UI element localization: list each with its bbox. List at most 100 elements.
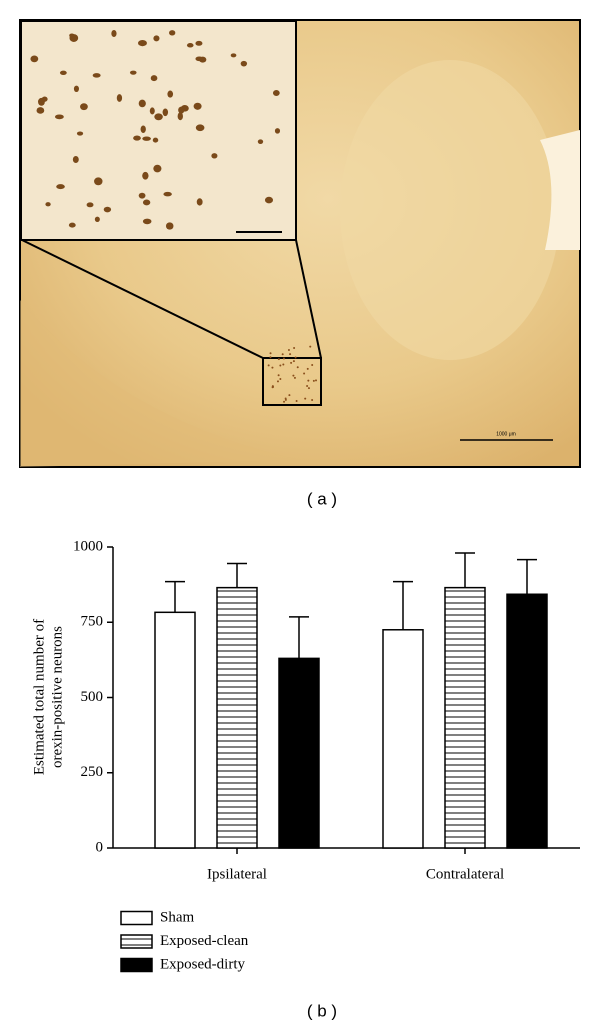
neuron — [195, 40, 203, 46]
neuron — [293, 347, 296, 350]
neuron — [289, 353, 292, 356]
neuron — [307, 387, 310, 390]
neuron — [282, 363, 285, 366]
neuron — [86, 202, 94, 208]
neuron — [288, 394, 291, 397]
neuron — [274, 128, 281, 134]
neuron — [142, 199, 151, 206]
neuron — [163, 191, 172, 197]
neuron — [36, 107, 45, 114]
zoom-line — [21, 239, 264, 359]
y-axis-label: Estimated total number of — [31, 619, 47, 775]
neuron — [30, 55, 39, 63]
neuron — [295, 399, 298, 402]
neuron — [290, 361, 293, 364]
neuron — [111, 30, 117, 37]
panel-label: ( b ) — [307, 1001, 337, 1020]
neuron — [269, 356, 272, 359]
neuron — [304, 397, 307, 400]
neuron — [153, 164, 162, 173]
neuron — [138, 99, 146, 108]
neuron — [279, 377, 282, 380]
neuron — [152, 137, 159, 143]
neuron — [68, 222, 76, 228]
micrograph: 1000 μm — [19, 19, 581, 468]
neuron — [153, 35, 160, 42]
neuron — [154, 113, 163, 121]
neuron — [94, 177, 103, 186]
neuron — [162, 108, 169, 117]
neuron — [312, 379, 315, 382]
x-tick-label: Contralateral — [426, 866, 504, 882]
zoom-box — [262, 357, 322, 406]
y-tick-label: 500 — [81, 689, 104, 705]
neuron — [138, 192, 146, 199]
panel-label: ( a ) — [307, 489, 337, 508]
neuron — [69, 34, 79, 42]
neuron — [315, 379, 318, 382]
zoom-line — [295, 239, 322, 359]
bar — [154, 611, 196, 849]
neuron — [45, 202, 51, 207]
neuron — [306, 367, 309, 370]
legend-label: Exposed-dirty — [160, 956, 245, 972]
neuron — [230, 53, 237, 58]
neuron — [309, 345, 312, 348]
y-tick-label: 0 — [96, 839, 104, 855]
neuron — [307, 379, 310, 382]
neuron — [284, 397, 287, 400]
neuron — [167, 90, 174, 98]
tissue-region — [20, 300, 300, 467]
neuron — [94, 216, 100, 223]
neuron — [272, 89, 280, 96]
neuron — [92, 73, 101, 78]
neuron — [283, 400, 286, 403]
neuron — [271, 385, 274, 388]
neuron — [292, 360, 295, 363]
neuron — [264, 196, 273, 204]
neuron — [240, 60, 248, 67]
neuron — [142, 136, 151, 141]
neuron — [150, 75, 158, 82]
neuron — [80, 103, 88, 111]
neuron — [178, 106, 185, 114]
neuron — [133, 135, 141, 141]
neuron — [59, 70, 67, 75]
neuron — [140, 125, 146, 134]
neuron — [292, 374, 295, 377]
bar — [506, 593, 548, 849]
y-axis-label: orexin-positive neurons — [49, 626, 65, 768]
neuron — [294, 356, 297, 359]
neuron — [165, 222, 174, 230]
neuron — [186, 43, 194, 48]
neuron — [199, 56, 207, 63]
bar — [216, 586, 258, 849]
neuron — [193, 102, 202, 110]
neuron — [149, 107, 155, 115]
neuron — [103, 206, 112, 213]
neuron — [306, 385, 309, 388]
neuron — [196, 198, 203, 206]
neuron — [279, 364, 282, 367]
neuron — [257, 139, 264, 145]
neuron — [72, 156, 79, 163]
neuron — [287, 348, 290, 351]
x-tick-label: Ipsilateral — [207, 866, 267, 882]
neuron — [116, 94, 123, 102]
inset-image — [20, 20, 297, 241]
neuron — [169, 30, 176, 36]
neuron — [293, 376, 296, 379]
tissue-region — [340, 60, 560, 360]
neuron — [276, 380, 279, 383]
legend-label: Sham — [160, 909, 195, 925]
neuron — [281, 353, 284, 356]
neuron — [142, 218, 152, 225]
neuron — [56, 184, 65, 190]
neuron — [129, 70, 137, 75]
neuron — [138, 39, 147, 47]
scale-label: 1000 μm — [496, 431, 516, 437]
legend-swatch — [120, 957, 153, 973]
neuron — [54, 114, 64, 120]
neuron — [277, 358, 280, 361]
